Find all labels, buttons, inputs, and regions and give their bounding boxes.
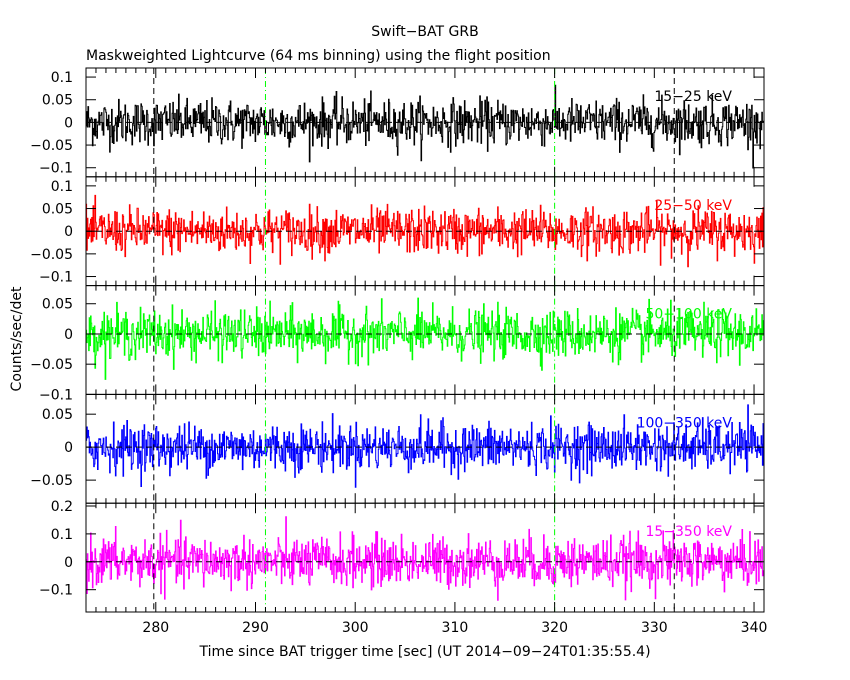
chart-subtitle: Maskweighted Lightcurve (64 ms binning) … — [86, 48, 551, 64]
y-tick-label-2-0: −0.1 — [39, 387, 73, 403]
x-tick-label-3: 310 — [442, 620, 469, 636]
panel-frame-2 — [85, 285, 765, 395]
series-trace-1 — [86, 194, 764, 268]
x-tick-label-0: 280 — [142, 620, 169, 636]
y-tick-label-3-1: 0 — [64, 440, 73, 456]
chart-title: Swift−BAT GRB — [371, 24, 478, 40]
y-tick-label-3-0: −0.05 — [30, 473, 73, 489]
y-tick-label-4-1: 0 — [64, 555, 73, 571]
y-tick-label-4-2: 0.1 — [51, 527, 73, 543]
y-tick-label-2-3: 0.05 — [42, 297, 73, 313]
band-label-1: 25−50 keV — [654, 198, 732, 214]
x-tick-label-1: 290 — [242, 620, 269, 636]
y-tick-label-4-0: −0.1 — [39, 583, 73, 599]
y-tick-label-4-3: 0.2 — [51, 499, 73, 515]
x-tick-label-2: 300 — [342, 620, 369, 636]
y-tick-label-1-0: −0.1 — [39, 270, 73, 286]
y-tick-label-1-3: 0.05 — [42, 202, 73, 218]
x-tick-label-6: 340 — [741, 620, 768, 636]
series-trace-3 — [86, 404, 764, 488]
band-label-3: 100−350 keV — [637, 415, 733, 431]
y-tick-label-0-4: 0.1 — [51, 70, 73, 86]
x-tick-label-5: 330 — [641, 620, 668, 636]
y-tick-label-2-2: 0 — [64, 327, 73, 343]
y-tick-label-2-1: −0.05 — [30, 357, 73, 373]
x-tick-label-4: 320 — [541, 620, 568, 636]
band-label-4: 15−350 keV — [645, 524, 732, 540]
x-axis-label: Time since BAT trigger time [sec] (UT 20… — [198, 644, 650, 660]
y-tick-label-0-0: −0.1 — [39, 161, 73, 177]
y-tick-label-3-2: 0.05 — [42, 407, 73, 423]
series-trace-0 — [86, 84, 764, 169]
y-tick-label-0-2: 0 — [64, 115, 73, 131]
y-tick-label-1-4: 0.1 — [51, 179, 73, 195]
y-tick-label-0-1: −0.05 — [30, 138, 73, 154]
series-trace-2 — [86, 297, 764, 380]
y-axis-label: Counts/sec/det — [9, 286, 25, 391]
series-trace-4 — [86, 516, 764, 601]
band-label-2: 50−100 keV — [645, 307, 732, 323]
y-tick-label-1-2: 0 — [64, 224, 73, 240]
y-tick-label-0-3: 0.05 — [42, 93, 73, 109]
y-tick-label-1-1: −0.05 — [30, 247, 73, 263]
band-label-0: 15−25 keV — [654, 89, 732, 105]
panels-group: −0.1 −0.05 0 0.05 0.1 15−25 keV −0.1 −0.05 0 0.05… — [30, 67, 768, 636]
